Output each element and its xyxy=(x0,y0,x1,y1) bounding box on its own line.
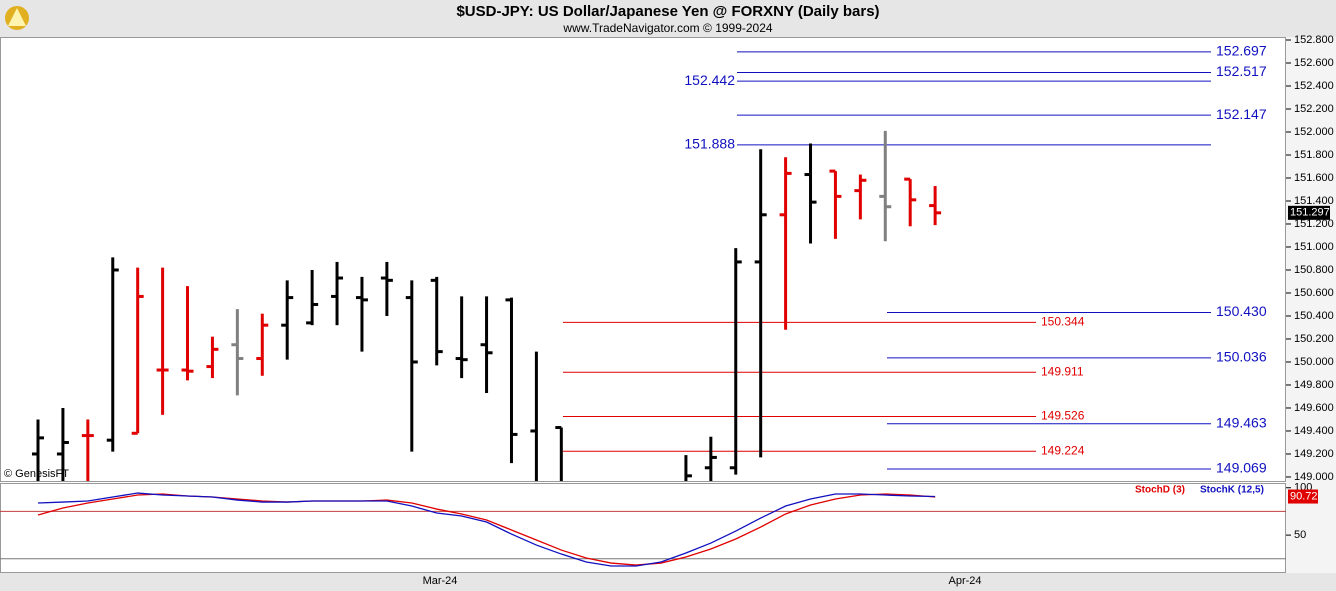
y-tick-label: 152.400 xyxy=(1294,80,1334,92)
y-tick-label: 149.000 xyxy=(1294,471,1334,483)
y-tick-label: 149.600 xyxy=(1294,402,1334,414)
y-tick-label: 149.400 xyxy=(1294,425,1334,437)
stoch-plot xyxy=(0,492,1286,567)
ohlc-bar xyxy=(729,248,742,475)
y-tick-label: 151.000 xyxy=(1294,241,1334,253)
y-tick-label: 149.200 xyxy=(1294,448,1334,460)
ohlc-bar xyxy=(480,296,493,394)
ohlc-bar xyxy=(455,296,468,379)
legend-entry: StochK (12,5) xyxy=(1200,485,1264,496)
ohlc-bar xyxy=(904,177,917,227)
level-label: 150.036 xyxy=(1216,349,1267,365)
level-label: 150.430 xyxy=(1216,303,1267,319)
ohlc-bar xyxy=(854,174,867,220)
ohlc-bar xyxy=(32,419,44,481)
y-tick-label: 151.600 xyxy=(1294,172,1334,184)
ohlc-bar xyxy=(106,257,119,452)
ohlc-bar xyxy=(684,455,692,481)
ohlc-bar xyxy=(754,149,767,458)
ohlc-bar xyxy=(829,169,842,239)
ohlc-bar xyxy=(430,276,443,366)
logo xyxy=(5,6,29,30)
ohlc-bar xyxy=(231,309,244,396)
last-price-label: 151.297 xyxy=(1290,207,1330,219)
chart-subtitle: www.TradeNavigator.com © 1999-2024 xyxy=(562,21,772,35)
x-tick-label: Apr-24 xyxy=(948,575,981,587)
y-tick-label: 149.800 xyxy=(1294,379,1334,391)
y-tick-label: 151.200 xyxy=(1294,218,1334,230)
level-label: 152.442 xyxy=(684,72,735,88)
y-tick-label: 152.200 xyxy=(1294,103,1334,115)
legend-entry: StochD (3) xyxy=(1135,485,1185,496)
level-label: 151.888 xyxy=(684,136,735,152)
axis-bg xyxy=(1286,37,1336,573)
level-label: 149.224 xyxy=(1041,443,1085,457)
level-label: 152.697 xyxy=(1216,43,1267,59)
y-tick-label: 152.600 xyxy=(1294,57,1334,69)
ohlc-bar xyxy=(405,280,418,452)
ohlc-bar xyxy=(256,313,269,376)
stoch-panel xyxy=(0,483,1286,573)
ohlc-bar xyxy=(156,267,169,415)
y-tick-label: 152.000 xyxy=(1294,126,1334,138)
y-tick-label: 152.800 xyxy=(1294,34,1334,46)
footer-bg xyxy=(0,573,1336,591)
y-tick-label: 150.200 xyxy=(1294,333,1334,345)
ohlc-bar xyxy=(555,426,563,481)
header-bg xyxy=(0,0,1336,37)
chart-title: $USD-JPY: US Dollar/Japanese Yen @ FORXN… xyxy=(456,3,879,20)
ohlc-bar xyxy=(779,157,792,330)
stoch-value-box xyxy=(1288,489,1318,504)
level-label: 149.911 xyxy=(1041,364,1084,378)
level-label: 152.517 xyxy=(1216,63,1267,79)
ohlc-bar xyxy=(331,261,344,326)
ohlc-bar xyxy=(505,297,518,464)
ohlc-bar xyxy=(380,261,393,316)
ohlc-bar xyxy=(704,436,717,481)
level-label: 152.147 xyxy=(1216,106,1267,122)
y-tick-label: 151.800 xyxy=(1294,149,1334,161)
main-panel xyxy=(0,37,1286,482)
level-label: 150.344 xyxy=(1041,315,1085,329)
ohlc-bar xyxy=(281,280,294,360)
stoch-value-label: 90.72 xyxy=(1290,490,1318,502)
ohlc-bar xyxy=(879,130,892,242)
ohlc-bar xyxy=(81,419,94,481)
level-label: 149.526 xyxy=(1041,409,1085,423)
y-tick-label: 151.400 xyxy=(1294,195,1334,207)
y-tick-label: 150.400 xyxy=(1294,310,1334,322)
y-tick-label: 150.800 xyxy=(1294,264,1334,276)
level-label: 149.463 xyxy=(1216,414,1267,430)
stoch-line xyxy=(37,492,936,567)
ohlc-bar xyxy=(56,407,69,481)
ohlc-bar xyxy=(355,276,368,352)
y-tick-label: 150.600 xyxy=(1294,287,1334,299)
ohlc-bar xyxy=(181,286,194,381)
x-tick-label: Mar-24 xyxy=(423,575,458,587)
last-price-box xyxy=(1288,205,1330,220)
y-tick-label: 50 xyxy=(1294,529,1306,541)
y-tick-label: 150.000 xyxy=(1294,356,1334,368)
price-plot: 152.697 152.517 152.442 152.147 151.888 150.4… xyxy=(32,43,1267,481)
ohlc-bar xyxy=(804,143,817,244)
ohlc-bar xyxy=(929,186,942,226)
ohlc-bar xyxy=(206,336,219,379)
level-label: 149.069 xyxy=(1216,460,1267,476)
ohlc-bar xyxy=(530,351,538,481)
ohlc-bar xyxy=(131,267,144,435)
ohlc-bar xyxy=(306,269,319,326)
